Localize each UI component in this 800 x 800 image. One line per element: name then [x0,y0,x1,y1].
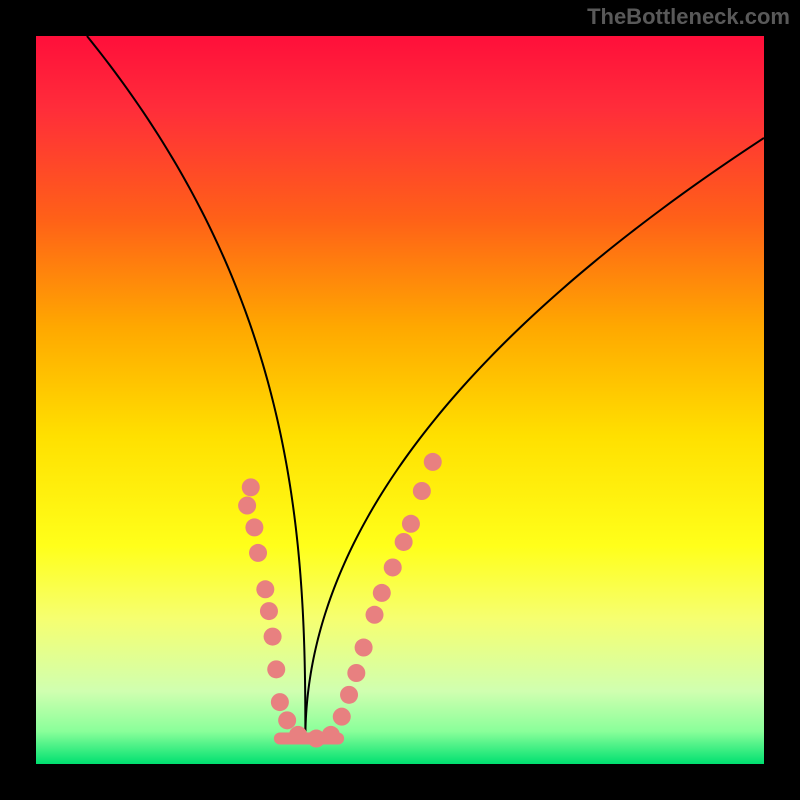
data-point [373,584,391,602]
data-point [264,628,282,646]
data-point [260,602,278,620]
watermark-text: TheBottleneck.com [587,4,790,30]
data-point [424,453,442,471]
data-point [249,544,267,562]
data-point [384,558,402,576]
data-point [340,686,358,704]
data-point [238,497,256,515]
data-point [242,478,260,496]
data-point [333,708,351,726]
data-point [256,580,274,598]
data-point [413,482,431,500]
data-point [267,660,285,678]
figure-root: TheBottleneck.com [0,0,800,800]
data-point [355,639,373,657]
data-point [278,711,296,729]
gradient-plot-background [36,36,764,764]
data-point [271,693,289,711]
data-point [289,726,307,744]
data-point [347,664,365,682]
data-point [402,515,420,533]
data-point [322,726,340,744]
data-point [245,518,263,536]
bottleneck-chart-svg [0,0,800,800]
data-point [366,606,384,624]
data-point [395,533,413,551]
